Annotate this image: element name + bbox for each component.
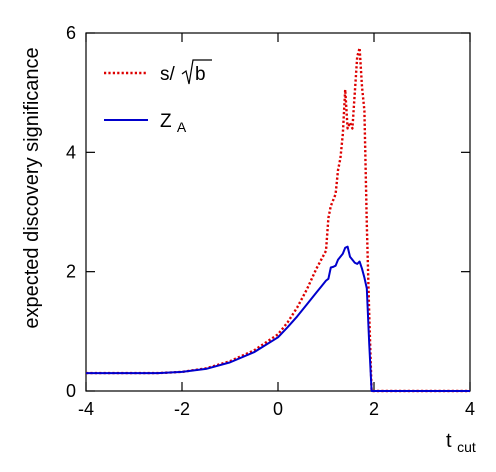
x-tick-label: -4 (78, 399, 94, 419)
x-axis-label-sub: cut (457, 439, 476, 455)
legend-label-s-over-sqrt-b: s/ (160, 64, 176, 85)
y-tick-label: 4 (66, 142, 76, 162)
y-tick-label: 6 (66, 23, 76, 43)
y-tick-label: 0 (66, 381, 76, 401)
legend-label-z-a-main: Z (160, 111, 172, 132)
legend: s/ b Z A (104, 59, 212, 135)
x-tick-label: 4 (465, 399, 475, 419)
y-axis-label: expected discovery significance (21, 47, 43, 328)
series-line-z-a (86, 245, 470, 392)
x-axis-label: t cut (446, 430, 476, 455)
legend-label-s-over-sqrt-b-text: s/ (160, 64, 176, 85)
series-line-s-over-sqrt-b (86, 46, 470, 393)
x-tick-label: -2 (174, 399, 190, 419)
y-tick-label: 2 (66, 262, 76, 282)
legend-label-z-a-sub: A (177, 119, 187, 135)
legend-label-z-a: Z A (160, 111, 187, 135)
sqrt-symbol (181, 59, 212, 85)
x-axis-ticks: -4 -2 0 2 4 (78, 33, 475, 419)
x-tick-label: 0 (273, 399, 283, 419)
y-axis-ticks: 0 2 4 6 (66, 23, 470, 401)
legend-label-radicand: b (195, 64, 206, 85)
series-layer (86, 46, 470, 393)
x-axis-label-main: t (446, 430, 452, 452)
x-tick-label: 2 (369, 399, 379, 419)
